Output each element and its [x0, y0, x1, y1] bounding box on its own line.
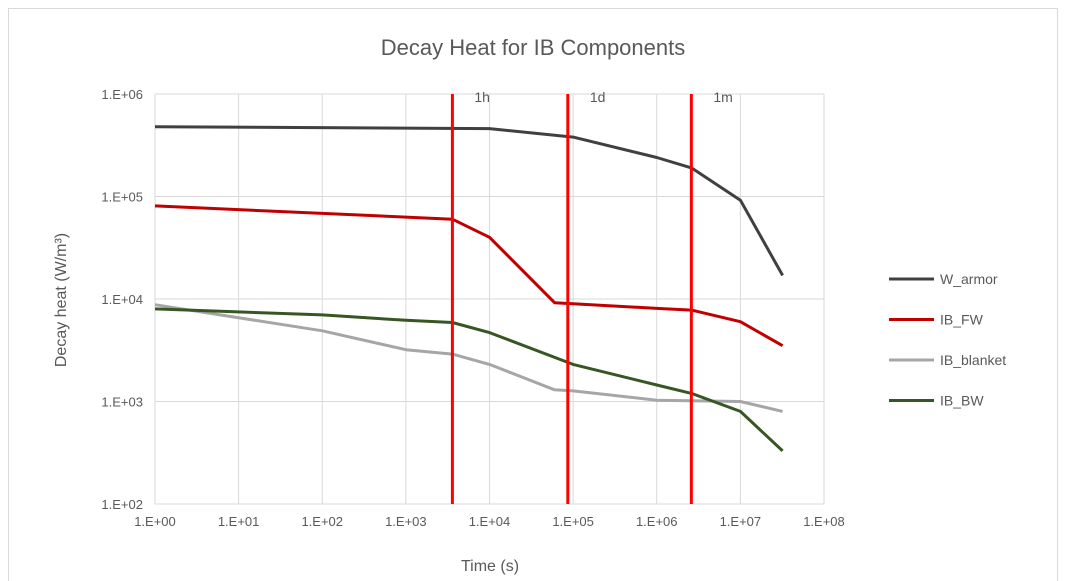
y-tick-label: 1.E+06	[101, 87, 143, 102]
x-tick-label: 1.E+06	[636, 514, 678, 529]
x-tick-label: 1.E+08	[803, 514, 845, 529]
marker-label: 1h	[474, 89, 490, 105]
legend-label: W_armor	[940, 271, 998, 287]
x-tick-label: 1.E+02	[301, 514, 343, 529]
marker-label: 1m	[713, 89, 732, 105]
series-line-IB_FW	[154, 204, 784, 348]
x-tick-label: 1.E+01	[218, 514, 260, 529]
y-tick-label: 1.E+03	[101, 395, 143, 410]
chart-title: Decay Heat for IB Components	[381, 35, 685, 60]
series-line-IB_blanket	[154, 303, 783, 413]
x-tick-label: 1.E+04	[469, 514, 511, 529]
y-tick-label: 1.E+02	[101, 497, 143, 512]
y-tick-label: 1.E+05	[101, 190, 143, 205]
series-line-W_armor	[154, 125, 784, 277]
x-tick-label: 1.E+05	[552, 514, 594, 529]
x-tick-label: 1.E+03	[385, 514, 427, 529]
legend-label: IB_BW	[940, 393, 984, 409]
y-tick-label: 1.E+04	[101, 292, 143, 307]
marker-label: 1d	[590, 89, 606, 105]
series-line-IB_BW	[154, 307, 784, 452]
y-axis-label: Decay heat (W/m³)	[53, 233, 70, 367]
x-tick-label: 1.E+00	[134, 514, 176, 529]
legend-label: IB_FW	[940, 312, 984, 328]
legend-label: IB_blanket	[940, 352, 1006, 368]
x-axis-label: Time (s)	[461, 558, 519, 575]
x-tick-label: 1.E+07	[720, 514, 762, 529]
chart-frame	[8, 8, 1058, 581]
